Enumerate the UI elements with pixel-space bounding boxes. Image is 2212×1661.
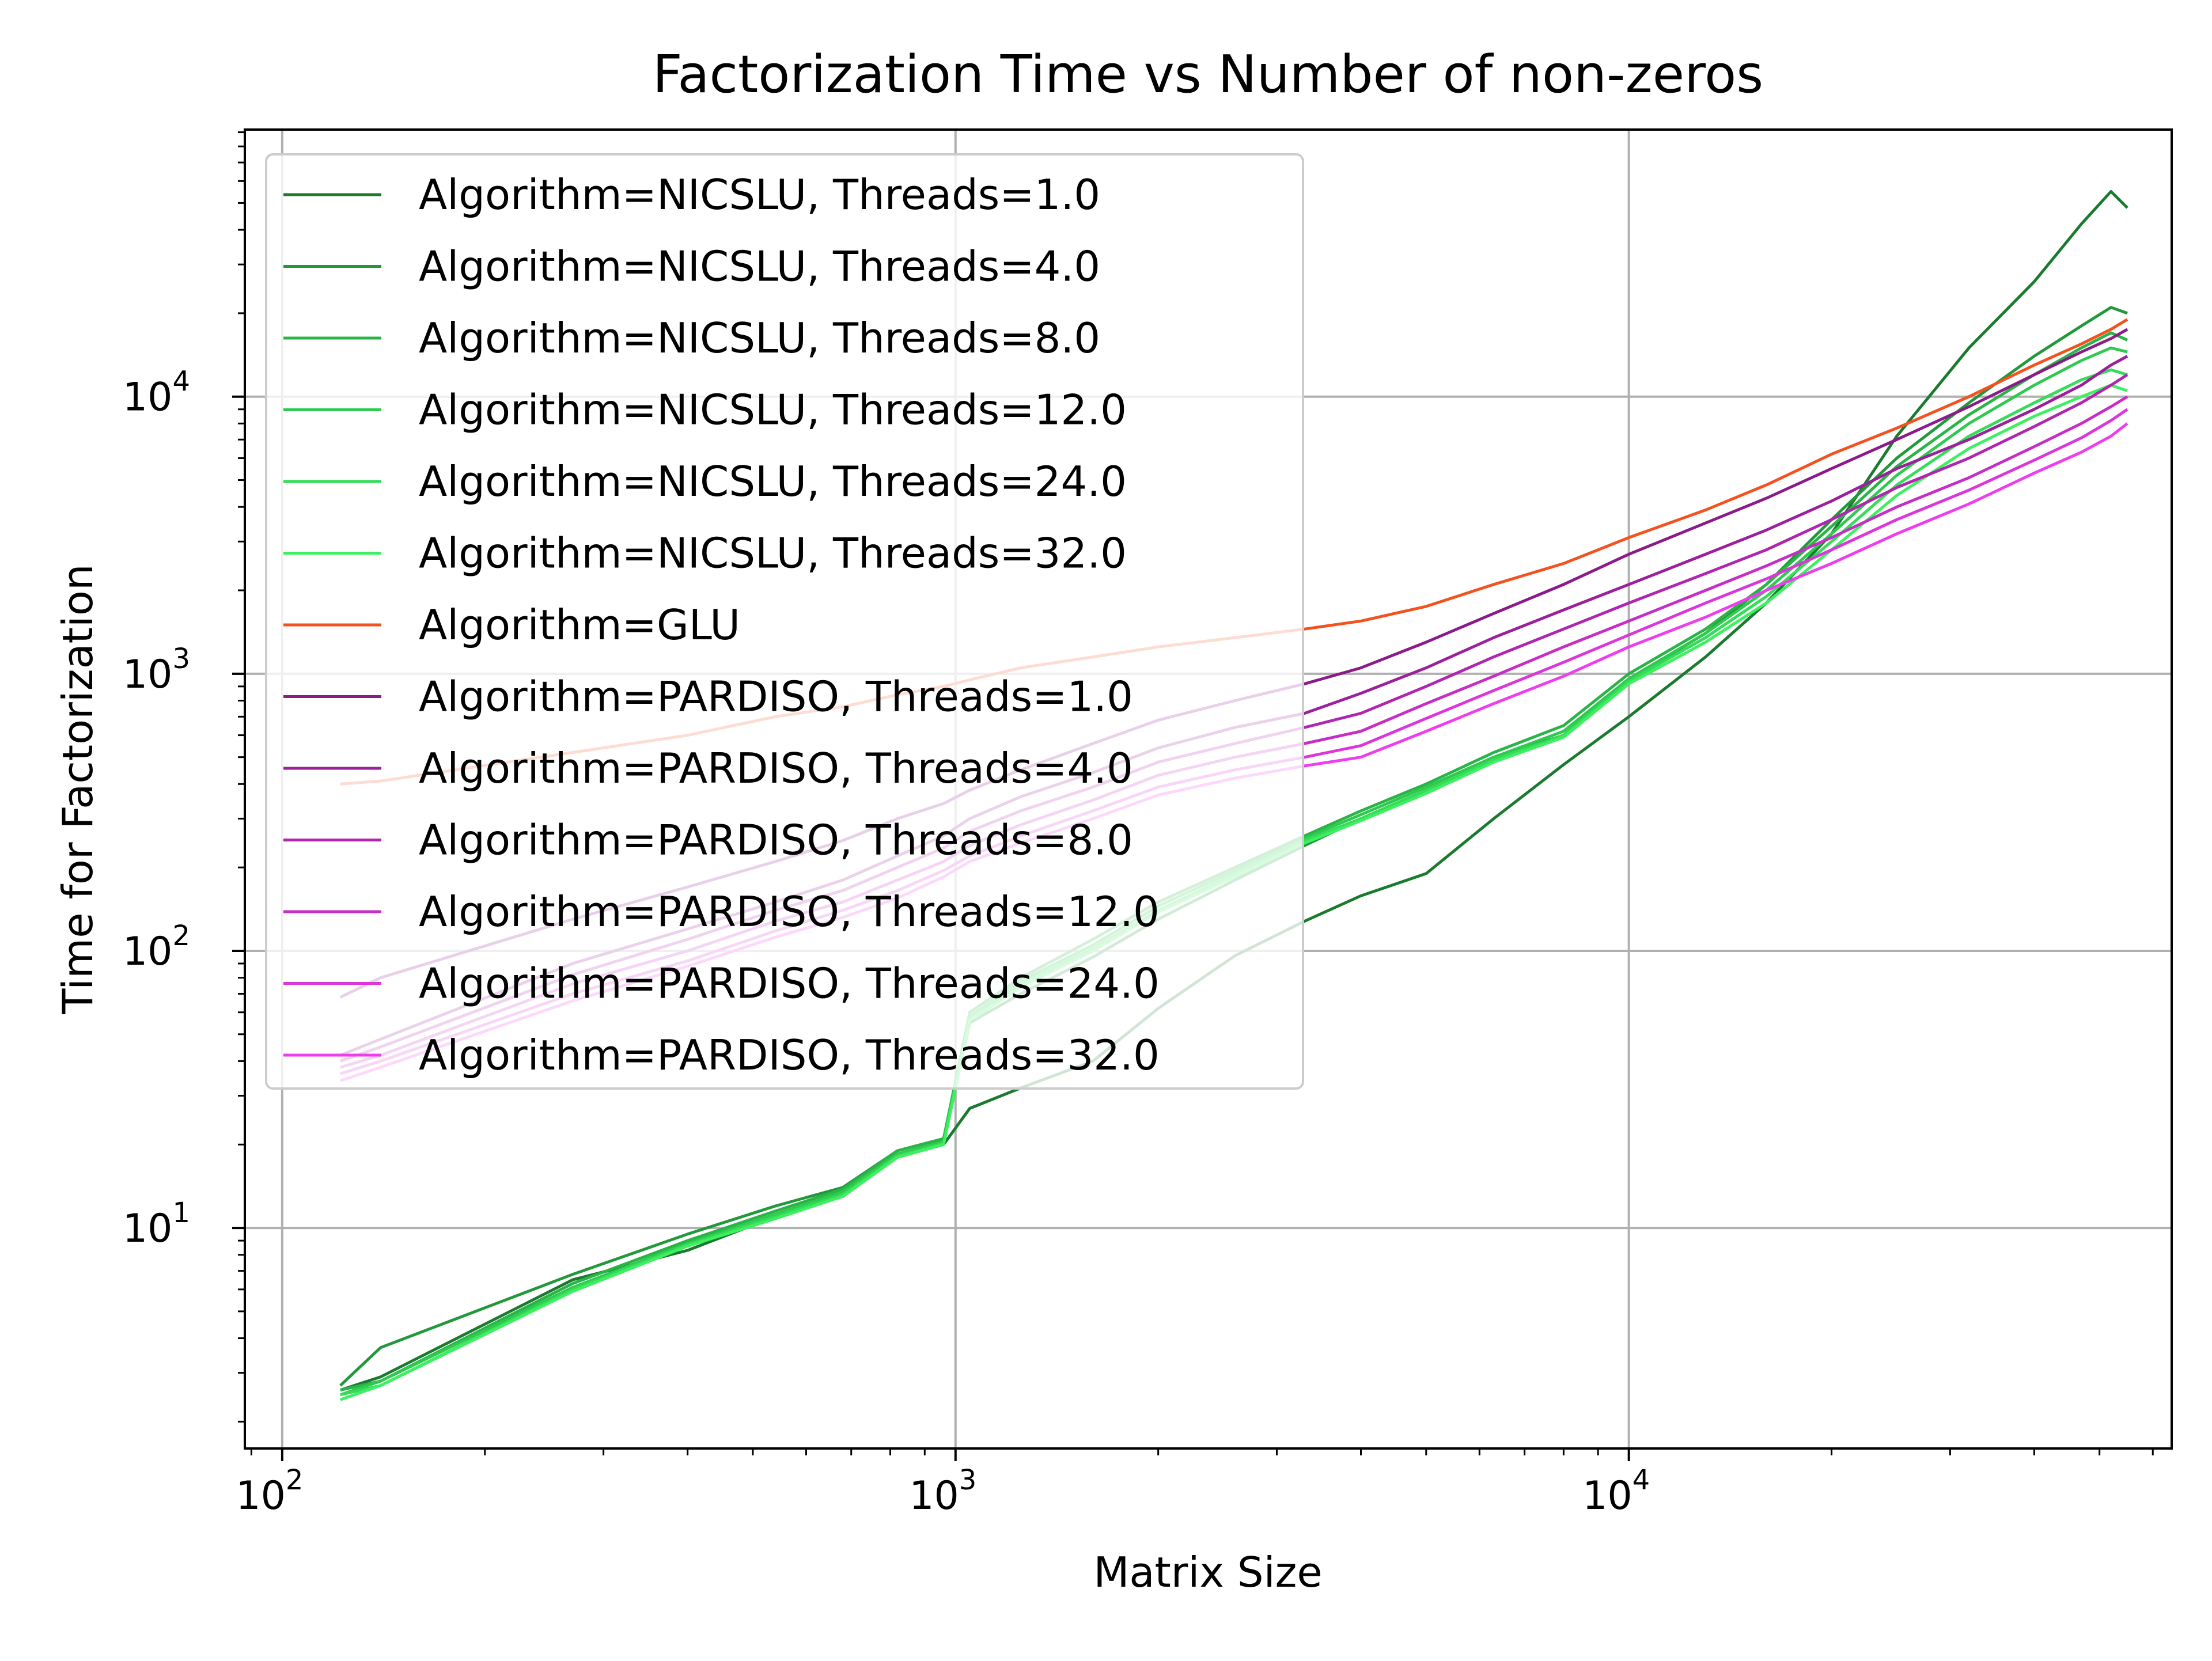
y-tick-label-base: 10 xyxy=(123,375,173,420)
x-tick-label: 104 xyxy=(1582,1464,1650,1519)
series-line-3 xyxy=(340,346,2128,1397)
legend-entry-label: Algorithm=NICSLU, Threads=4.0 xyxy=(419,242,1100,291)
legend-entry-label: Algorithm=PARDISO, Threads=12.0 xyxy=(419,888,1160,936)
legend-entry-label: Algorithm=NICSLU, Threads=1.0 xyxy=(419,170,1100,219)
plot-area xyxy=(339,190,2128,1401)
x-tick-label-base: 10 xyxy=(1582,1473,1633,1519)
axes-frame xyxy=(244,128,2173,1450)
legend-entry-label: Algorithm=NICSLU, Threads=8.0 xyxy=(419,314,1100,362)
series-line-4 xyxy=(340,368,2128,1397)
x-tick-label: 102 xyxy=(236,1464,303,1519)
y-tick-label-base: 10 xyxy=(123,1206,173,1252)
x-tick-label: 103 xyxy=(909,1464,976,1519)
x-tick-label-exponent: 4 xyxy=(1633,1464,1650,1496)
y-tick-label-base: 10 xyxy=(123,929,173,974)
y-axis-label: Time for Factorization xyxy=(54,564,102,1014)
chart-title: Factorization Time vs Number of non-zero… xyxy=(653,44,1763,105)
y-tick-label-exponent: 3 xyxy=(172,643,190,675)
y-tick-label-base: 10 xyxy=(123,652,173,697)
y-tick-label: 101 xyxy=(123,1197,190,1252)
x-tick-label-exponent: 3 xyxy=(959,1464,977,1496)
legend-box xyxy=(265,153,1304,1090)
y-tick-label: 103 xyxy=(123,643,190,697)
legend-entry-label: Algorithm=NICSLU, Threads=24.0 xyxy=(419,457,1127,506)
legend: Algorithm=NICSLU, Threads=1.0 Algorithm=N… xyxy=(265,153,1304,1090)
y-tick-label: 102 xyxy=(123,920,190,974)
y-tick-label-exponent: 1 xyxy=(172,1197,190,1229)
y-tick-label: 104 xyxy=(123,366,190,420)
legend-entry-label: Algorithm=GLU xyxy=(419,601,740,649)
x-tick-label-base: 10 xyxy=(236,1473,286,1519)
legend-entry-label: Algorithm=NICSLU, Threads=12.0 xyxy=(419,386,1127,434)
legend-entry-label: Algorithm=PARDISO, Threads=8.0 xyxy=(419,816,1133,864)
legend-entry-label: Algorithm=NICSLU, Threads=32.0 xyxy=(419,529,1127,578)
x-tick-label-base: 10 xyxy=(909,1473,959,1519)
legend-entry-label: Algorithm=PARDISO, Threads=4.0 xyxy=(419,744,1133,792)
x-tick-label-exponent: 2 xyxy=(286,1464,304,1496)
legend-entry-label: Algorithm=PARDISO, Threads=32.0 xyxy=(419,1031,1160,1079)
y-tick-label-exponent: 4 xyxy=(172,366,190,398)
series-line-2 xyxy=(340,331,2128,1392)
y-tick-label-exponent: 2 xyxy=(172,920,190,952)
x-axis-label: Matrix Size xyxy=(1093,1548,1322,1596)
legend-entry-label: Algorithm=PARDISO, Threads=24.0 xyxy=(419,960,1160,1008)
legend-entry-label: Algorithm=PARDISO, Threads=1.0 xyxy=(419,673,1133,721)
